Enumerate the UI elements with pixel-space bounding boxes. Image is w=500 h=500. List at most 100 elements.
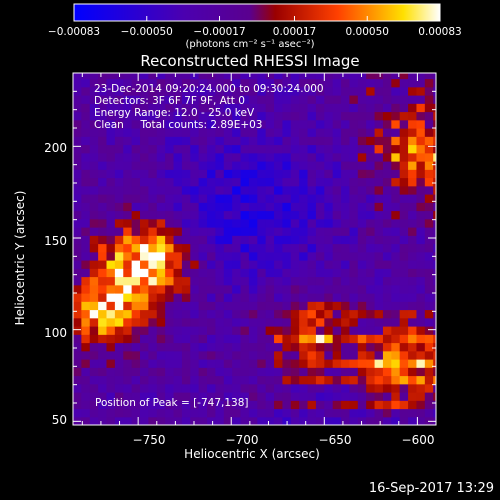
heatmap-cell xyxy=(382,161,392,170)
heatmap-cell xyxy=(382,293,392,302)
heatmap-cell xyxy=(274,268,284,278)
heatmap-cell xyxy=(81,103,91,113)
heatmap-cell xyxy=(265,78,275,88)
heatmap-cell xyxy=(114,202,124,212)
heatmap-cell xyxy=(140,350,149,360)
heatmap-cell xyxy=(257,218,267,228)
heatmap-cell xyxy=(399,383,409,393)
heatmap-cell xyxy=(366,161,376,170)
heatmap-cell xyxy=(223,309,233,319)
heatmap-cell xyxy=(232,152,242,162)
heatmap-cell xyxy=(73,317,82,327)
heatmap-cell xyxy=(198,350,208,360)
heatmap-cell xyxy=(73,408,82,418)
heatmap-cell xyxy=(408,185,418,195)
heatmap-cell xyxy=(123,251,133,261)
heatmap-cell xyxy=(282,383,292,393)
heatmap-cell xyxy=(307,301,317,311)
heatmap-cell xyxy=(98,260,108,269)
heatmap-cell xyxy=(282,301,292,311)
heatmap-cell xyxy=(98,375,108,385)
heatmap-cell xyxy=(73,342,82,352)
heatmap-cell xyxy=(274,408,284,418)
heatmap-cell xyxy=(114,152,124,162)
heatmap-cell xyxy=(299,367,309,377)
heatmap-cell xyxy=(156,227,166,236)
heatmap-cell xyxy=(290,383,300,393)
heatmap-cell xyxy=(424,268,434,278)
heatmap-cell xyxy=(257,309,267,319)
heatmap-cell xyxy=(181,103,191,113)
heatmap-cell xyxy=(290,169,300,179)
heatmap-cell xyxy=(165,227,175,236)
heatmap-cell xyxy=(98,210,108,220)
heatmap-cell xyxy=(232,293,242,302)
heatmap-cell xyxy=(374,334,384,344)
heatmap-cell xyxy=(223,260,233,269)
heatmap-cell xyxy=(399,194,409,203)
heatmap-cell xyxy=(98,350,108,360)
heatmap-cell xyxy=(265,144,275,154)
heatmap-cell xyxy=(73,309,82,319)
heatmap-cell xyxy=(282,95,292,104)
heatmap-cell xyxy=(382,194,392,203)
heatmap-cell xyxy=(416,326,426,335)
heatmap-cell xyxy=(148,408,158,418)
heatmap-cell xyxy=(424,309,434,319)
heatmap-cell xyxy=(106,317,116,327)
heatmap-cell xyxy=(433,111,436,121)
heatmap-cell xyxy=(223,284,233,294)
heatmap-cell xyxy=(265,111,275,121)
heatmap-cell xyxy=(290,375,300,385)
heatmap-cell xyxy=(240,392,250,401)
heatmap-cell xyxy=(148,185,158,195)
heatmap-cell xyxy=(106,375,116,385)
heatmap-cell xyxy=(341,400,351,410)
heatmap-cell xyxy=(265,243,275,253)
heatmap-cell xyxy=(98,284,108,294)
heatmap-cell xyxy=(181,284,191,294)
heatmap-cell xyxy=(416,136,426,146)
heatmap-cell xyxy=(399,161,409,170)
heatmap-cell xyxy=(198,243,208,253)
heatmap-cell xyxy=(173,73,183,80)
heatmap-cell xyxy=(248,210,258,220)
heatmap-cell xyxy=(232,350,242,360)
heatmap-cell xyxy=(131,293,141,302)
heatmap-cell xyxy=(165,309,175,319)
heatmap-cell xyxy=(156,392,166,401)
heatmap-cell xyxy=(315,86,325,96)
heatmap-cell xyxy=(165,119,175,129)
heatmap-cell xyxy=(198,268,208,278)
heatmap-cell xyxy=(424,152,434,162)
heatmap-cell xyxy=(207,235,217,245)
heatmap-cell xyxy=(257,293,267,302)
heatmap-cell xyxy=(349,136,359,146)
heatmap-cell xyxy=(391,375,401,385)
heatmap-cell xyxy=(240,317,250,327)
heatmap-cell xyxy=(349,301,359,311)
heatmap-cell xyxy=(299,95,309,104)
heatmap-cell xyxy=(114,276,124,286)
heatmap-cell xyxy=(232,103,242,113)
heatmap-cell xyxy=(181,218,191,228)
heatmap-cell xyxy=(324,301,334,311)
heatmap-cell xyxy=(248,185,258,195)
heatmap-cell xyxy=(349,408,359,418)
heatmap-cell xyxy=(332,367,342,377)
heatmap-cell xyxy=(299,202,309,212)
heatmap-cell xyxy=(366,334,376,344)
heatmap-cell xyxy=(357,111,367,121)
heatmap-cell xyxy=(382,103,392,113)
heatmap-cell xyxy=(173,78,183,88)
heatmap-cell xyxy=(424,194,434,203)
heatmap-cell xyxy=(299,210,309,220)
heatmap-cell xyxy=(391,309,401,319)
heatmap-cell xyxy=(190,128,200,137)
heatmap-cell xyxy=(299,326,309,335)
heatmap-cell xyxy=(165,251,175,261)
heatmap-cell xyxy=(190,95,200,104)
heatmap-cell xyxy=(341,260,351,269)
heatmap-cell xyxy=(424,334,434,344)
heatmap-cell xyxy=(324,73,334,80)
